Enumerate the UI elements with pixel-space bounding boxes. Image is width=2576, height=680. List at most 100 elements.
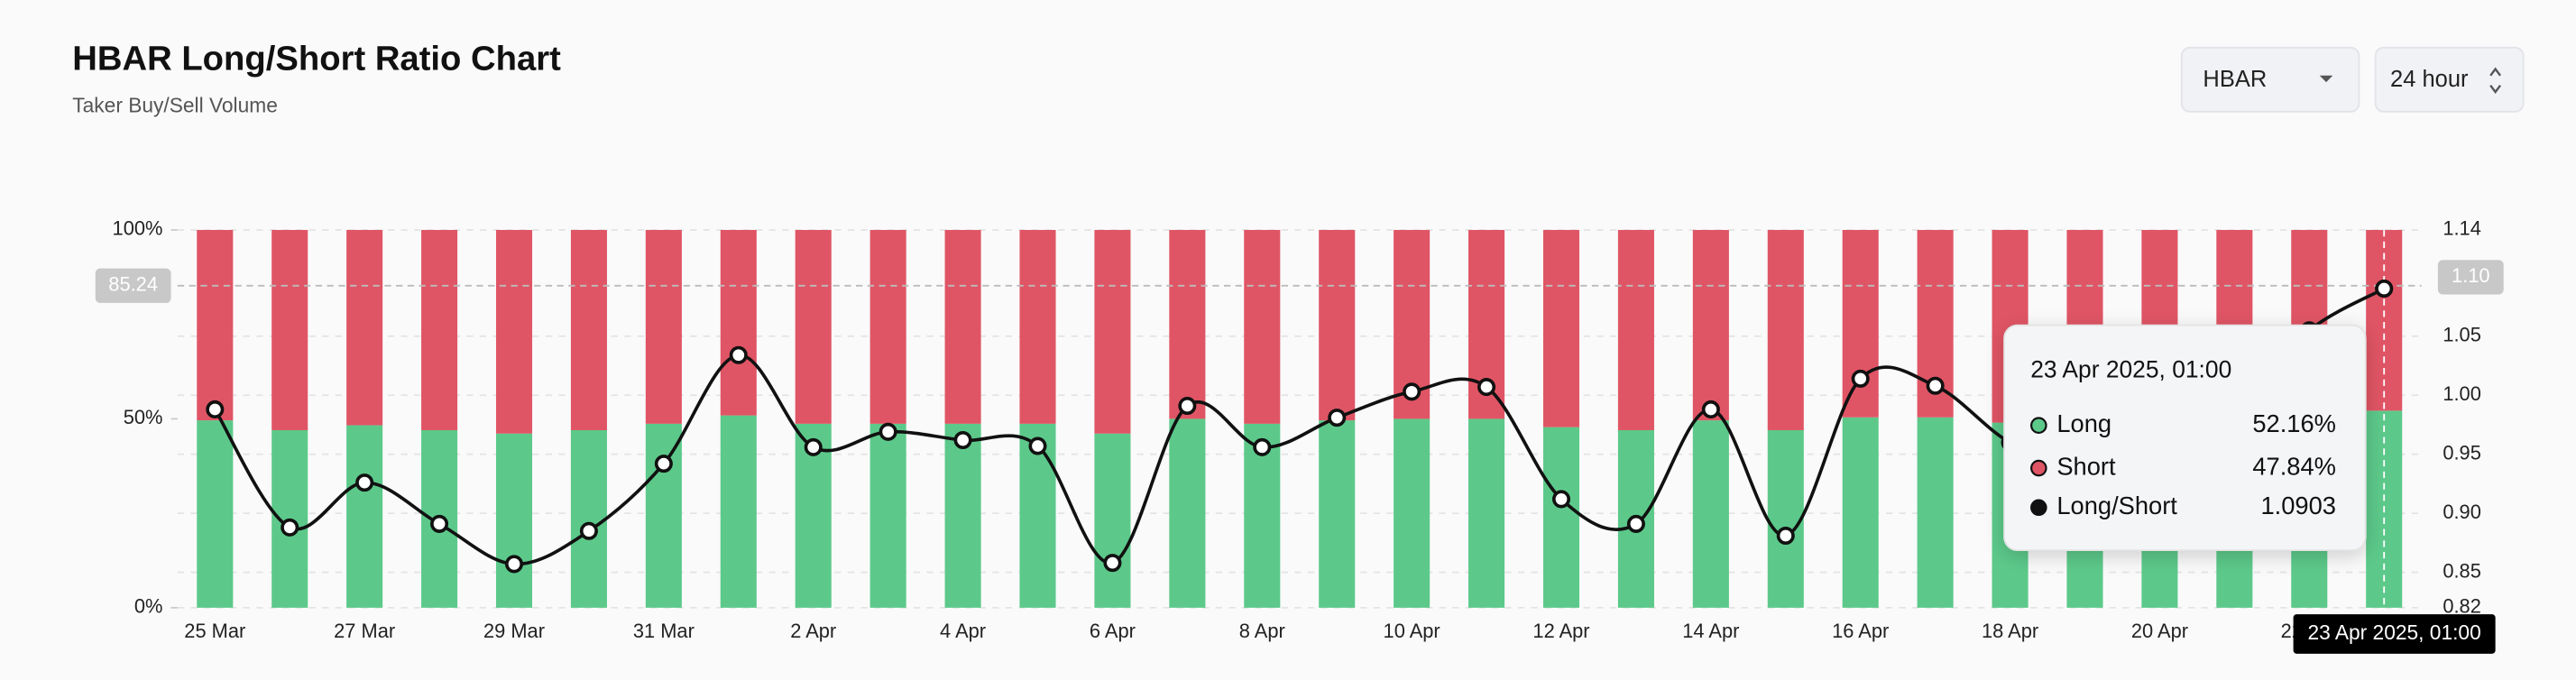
bar-short: [1842, 229, 1879, 418]
bar-long: [570, 429, 607, 608]
bar-short: [271, 229, 308, 430]
tooltip-name: Short: [2056, 452, 2116, 480]
bar-long: [1692, 420, 1729, 608]
x-tick-label: 18 Apr: [1982, 620, 2038, 642]
ratio-point: [430, 514, 449, 533]
bar-short: [1019, 229, 1056, 424]
bar-long: [1542, 427, 1580, 608]
ratio-point: [281, 518, 299, 537]
ratio-point: [1551, 490, 1571, 509]
y2-tick-label: 0.85: [2443, 559, 2481, 582]
bar-long: [197, 420, 234, 608]
interval-select-label: 24 hour: [2390, 67, 2469, 92]
tooltip: [2003, 324, 2367, 552]
bar-long: [944, 423, 981, 608]
ratio-point: [355, 473, 374, 492]
ratio-point: [1103, 554, 1122, 573]
ratio-point: [804, 437, 823, 456]
bar-short: [720, 229, 757, 416]
bar-short: [1169, 229, 1206, 419]
bar-long: [1917, 417, 1954, 608]
ratio-point: [1477, 378, 1496, 397]
y2-tick-label: 0.90: [2443, 501, 2481, 523]
y2-tick-label: 1.14: [2443, 217, 2481, 240]
chart-title: HBAR Long/Short Ratio Chart: [72, 39, 561, 78]
x-tick-label: 27 Mar: [334, 620, 395, 642]
bar-long: [1767, 429, 1804, 608]
overlay: 85.24 1.10 23 Apr 2025, 01:00 23 Apr 2025, …: [95, 229, 2504, 654]
bar-short: [421, 229, 458, 430]
y-tick-label: 100%: [113, 217, 163, 240]
bar-long: [1842, 417, 1879, 608]
bar-short: [1692, 229, 1729, 421]
ratio-point: [206, 400, 225, 418]
hover-point: [2375, 280, 2394, 299]
bar-long: [1169, 418, 1206, 608]
tooltip-value: 47.84%: [2252, 452, 2336, 480]
ratio-point: [1403, 382, 1421, 401]
tooltip-value: 1.0903: [2260, 492, 2336, 519]
y2-tick-label: 1.00: [2443, 382, 2481, 405]
tooltip-value: 52.16%: [2252, 409, 2336, 437]
chart-subtitle: Taker Buy/Sell Volume: [72, 93, 278, 116]
interval-select[interactable]: [2374, 46, 2525, 113]
x-tick-label: 20 Apr: [2131, 620, 2188, 642]
bar-short: [1542, 229, 1580, 427]
ratio-point: [1776, 526, 1795, 546]
tooltip-swatch: [2030, 499, 2047, 517]
bar-long: [346, 425, 383, 608]
tooltip-swatch: [2030, 459, 2047, 477]
symbol-select[interactable]: [2180, 46, 2360, 113]
bar-long: [869, 423, 906, 608]
x-tick-label: 6 Apr: [1090, 620, 1136, 642]
ratio-point: [1626, 514, 1645, 533]
x-tick-label: 25 Mar: [184, 620, 245, 642]
ratio-point: [1253, 437, 1272, 456]
crosshair-y2-label: 1.10: [2452, 264, 2490, 287]
bar-short: [495, 229, 533, 434]
bar-long: [1468, 418, 1505, 608]
ratio-point: [504, 555, 524, 574]
crosshair-x-label: 23 Apr 2025, 01:00: [2307, 620, 2480, 644]
crosshair-y-label: 85.24: [108, 273, 158, 296]
dropdown-arrow: [2319, 75, 2333, 83]
x-tick-label: 16 Apr: [1832, 620, 1889, 642]
tooltip-name: Long/Short: [2056, 492, 2177, 519]
tooltip-name: Long: [2056, 409, 2111, 437]
ratio-point: [1926, 376, 1945, 395]
bar-short: [1094, 229, 1131, 434]
ratio-point: [1028, 436, 1047, 455]
tooltip-title: 23 Apr 2025, 01:00: [2030, 356, 2231, 383]
ratio-point: [729, 345, 748, 364]
bar-short: [197, 229, 234, 421]
bar-long: [495, 433, 533, 608]
y-tick-label: 0%: [134, 595, 163, 618]
x-tick-label: 31 Mar: [633, 620, 695, 642]
ratio-point: [1851, 369, 1870, 388]
y-tick-label: 50%: [124, 406, 163, 428]
bar-long: [645, 423, 682, 608]
bar-long: [1094, 433, 1131, 608]
bar-long: [720, 415, 757, 608]
bar-short: [346, 229, 383, 426]
bar-short: [645, 229, 682, 424]
bar-long: [1319, 420, 1356, 608]
x-tick-label: 29 Mar: [483, 620, 545, 642]
crosshair-y2-badge: [2437, 260, 2504, 295]
bar-short: [1244, 229, 1281, 424]
x-tick-label: 2 Apr: [790, 620, 836, 642]
crosshair-x-badge: [2293, 614, 2496, 654]
ratio-point: [579, 521, 598, 540]
tooltip-swatch: [2030, 417, 2047, 434]
ratio-point: [1178, 397, 1197, 416]
y2-tick-label: 1.05: [2443, 324, 2481, 346]
x-tick-label: 14 Apr: [1682, 620, 1739, 642]
x-tick-label: 8 Apr: [1239, 620, 1285, 642]
bar-short: [795, 229, 832, 424]
bar-short: [1617, 229, 1654, 430]
symbol-select-label: HBAR: [2203, 67, 2267, 92]
ratio-point: [953, 430, 972, 449]
y2-tick-label: 0.82: [2443, 595, 2481, 618]
bar-short: [1767, 229, 1804, 430]
